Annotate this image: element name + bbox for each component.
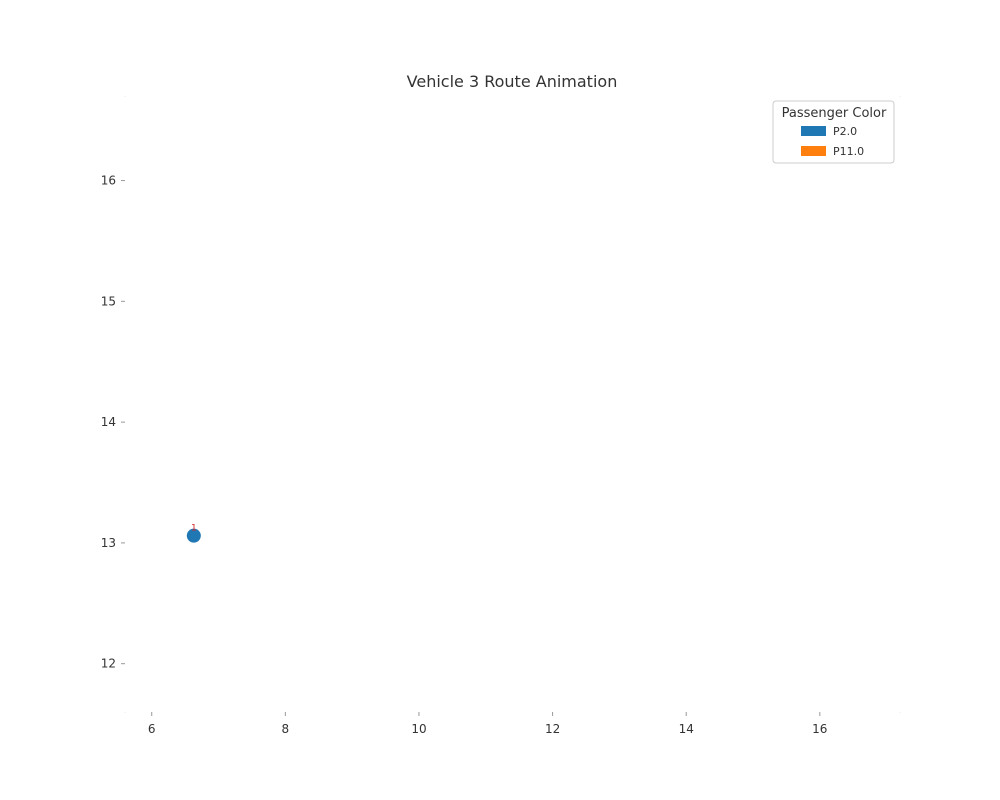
legend-entry-label: P2.0 (833, 125, 857, 138)
data-points: 1 (187, 524, 201, 543)
route-point-label: 1 (191, 524, 197, 534)
x-tick-label: 16 (812, 722, 827, 736)
x-tick-label: 6 (148, 722, 156, 736)
axis-corner-mark (900, 96, 901, 97)
x-tick-label: 12 (545, 722, 560, 736)
x-tick-label: 14 (679, 722, 694, 736)
legend-swatch (801, 126, 826, 136)
x-tick-label: 8 (282, 722, 290, 736)
y-tick-label: 12 (101, 657, 116, 671)
legend-entry-label: P11.0 (833, 145, 864, 158)
y-tick-label: 13 (101, 536, 116, 550)
y-tick-label: 16 (101, 174, 116, 188)
y-tick-label: 14 (101, 415, 116, 429)
legend: Passenger Color P2.0 P11.0 (773, 101, 894, 163)
legend-swatch (801, 146, 826, 156)
chart-title: Vehicle 3 Route Animation (407, 72, 618, 91)
axes: 6 8 10 12 14 16 12 13 14 15 16 (101, 96, 901, 736)
x-tick-label: 10 (411, 722, 426, 736)
axis-corner-mark (900, 712, 901, 713)
legend-title: Passenger Color (782, 106, 887, 121)
axis-corner-mark (125, 712, 126, 713)
axis-corner-mark (125, 96, 126, 97)
y-tick-label: 15 (101, 294, 116, 308)
